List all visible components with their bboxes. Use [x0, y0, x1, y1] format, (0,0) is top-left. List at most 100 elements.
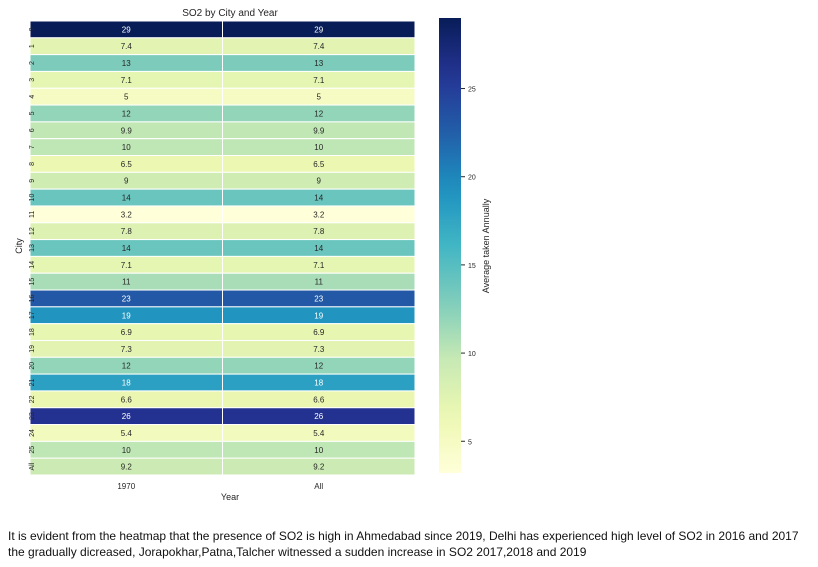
y-tick-label: 7 [29, 145, 36, 149]
cell-value-label: 12 [314, 109, 323, 118]
y-tick-label: 5 [29, 111, 36, 115]
colorbar-tick-label: 25 [468, 87, 476, 94]
colorbar-tick-label: 10 [468, 351, 476, 358]
cell-value-label: 14 [122, 244, 131, 253]
cell-value-label: 7.3 [313, 345, 325, 354]
y-tick-label: 19 [29, 345, 36, 353]
y-tick-label: 9 [29, 179, 36, 183]
colorbar-ticks: 5 10 15 20 25 [461, 87, 476, 446]
heatmap-figure: SO2 by City and Year 29 297.4 7.413 137.1 7.… [14, 8, 491, 502]
cell-value-label: 6.9 [313, 328, 325, 337]
x-tick-label: All [314, 482, 323, 491]
y-tick-label: 0 [29, 27, 36, 31]
y-tick-labels: 0123456789101112131415161718192021222324… [29, 27, 36, 470]
cell-value-label: 10 [314, 446, 323, 455]
cell-value-label: 14 [314, 244, 323, 253]
y-axis-label: City [14, 238, 24, 254]
colorbar-tick-label: 20 [468, 175, 476, 182]
cell-value-label: 3.2 [313, 210, 325, 219]
cell-value-label: 23 [122, 294, 131, 303]
y-tick-label: 20 [29, 362, 36, 370]
y-tick-label: 22 [29, 395, 36, 403]
cell-value-label: 26 [122, 412, 131, 421]
y-tick-label: 25 [29, 446, 36, 454]
y-tick-label: 6 [29, 128, 36, 132]
heatmap-cells: 29 297.4 7.413 137.1 7.15 512 129.9 9.910 106.5 6… [29, 20, 416, 476]
cell-value-label: 5.4 [313, 429, 325, 438]
cell-value-label: 10 [314, 143, 323, 152]
y-tick-label: 4 [29, 95, 36, 99]
cell-value-label: 6.6 [121, 395, 133, 404]
y-tick-label: 18 [29, 328, 36, 336]
cell-value-label: 7.1 [121, 76, 133, 85]
cell-value-label: 10 [122, 446, 131, 455]
cell-value-label: 9.2 [313, 463, 325, 472]
y-tick-label: 11 [29, 211, 36, 218]
cell-value-label: 7.4 [313, 42, 325, 51]
cell-value-label: 19 [122, 311, 131, 320]
cell-value-label: 6.5 [313, 160, 325, 169]
cell-value-label: 7.1 [313, 261, 325, 270]
cell-value-label: 9.9 [313, 126, 325, 135]
cell-value-label: 10 [122, 143, 131, 152]
x-tick-labels: 1970 All [117, 482, 323, 491]
colorbar-tick-label: 15 [468, 263, 476, 270]
cell-value-label: 12 [122, 362, 131, 371]
cell-value-label: 5.4 [121, 429, 133, 438]
cell-value-label: 14 [314, 194, 323, 203]
y-tick-label: 2 [29, 61, 36, 65]
y-tick-label: 13 [29, 244, 36, 252]
y-tick-label: 12 [29, 227, 36, 235]
y-tick-label: 8 [29, 162, 36, 166]
cell-value-label: 7.1 [313, 76, 325, 85]
cell-value-label: 6.9 [121, 328, 133, 337]
cell-value-label: 13 [314, 59, 323, 68]
cell-value-label: 26 [314, 412, 323, 421]
cell-value-label: 18 [122, 379, 131, 388]
y-tick-label: All [29, 462, 36, 470]
y-tick-label: 3 [29, 78, 36, 82]
y-tick-label: 10 [29, 194, 36, 202]
cell-value-label: 5 [124, 93, 129, 102]
heatmap-cell [222, 457, 416, 476]
x-tick-label: 1970 [117, 482, 135, 491]
y-tick-label: 21 [29, 379, 36, 387]
cell-value-label: 14 [122, 194, 131, 203]
cell-value-label: 9 [317, 177, 322, 186]
cell-value-label: 19 [314, 311, 323, 320]
y-tick-label: 24 [29, 429, 36, 437]
colorbar-tick-label: 5 [468, 439, 472, 446]
cell-value-label: 9.9 [121, 126, 133, 135]
colorbar [439, 18, 461, 473]
chart-title: SO2 by City and Year [182, 8, 278, 19]
cell-value-label: 7.8 [121, 227, 133, 236]
cell-value-label: 11 [315, 278, 324, 287]
cell-value-label: 7.3 [121, 345, 133, 354]
colorbar-label: Average taken Annually [481, 198, 491, 293]
y-tick-label: 17 [29, 311, 36, 319]
y-tick-label: 16 [29, 294, 36, 302]
cell-value-label: 3.2 [121, 210, 133, 219]
caption-text: It is evident from the heatmap that the … [8, 529, 799, 559]
cell-value-label: 12 [314, 362, 323, 371]
cell-value-label: 5 [317, 93, 322, 102]
y-tick-label: 15 [29, 278, 36, 286]
cell-value-label: 7.1 [121, 261, 133, 270]
cell-value-label: 9 [124, 177, 129, 186]
cell-value-label: 7.4 [121, 42, 133, 51]
y-tick-label: 1 [29, 44, 36, 48]
cell-value-label: 6.5 [121, 160, 133, 169]
cell-value-label: 7.8 [313, 227, 325, 236]
cell-value-label: 6.6 [313, 395, 325, 404]
y-tick-label: 23 [29, 412, 36, 420]
cell-value-label: 13 [122, 59, 131, 68]
cell-value-label: 18 [314, 379, 323, 388]
cell-value-label: 12 [122, 109, 131, 118]
y-tick-label: 14 [29, 261, 36, 269]
cell-value-label: 9.2 [121, 463, 133, 472]
cell-value-label: 29 [122, 25, 131, 34]
cell-value-label: 29 [314, 25, 323, 34]
x-axis-label: Year [221, 492, 239, 502]
cell-value-label: 23 [314, 294, 323, 303]
cell-value-label: 11 [122, 278, 131, 287]
